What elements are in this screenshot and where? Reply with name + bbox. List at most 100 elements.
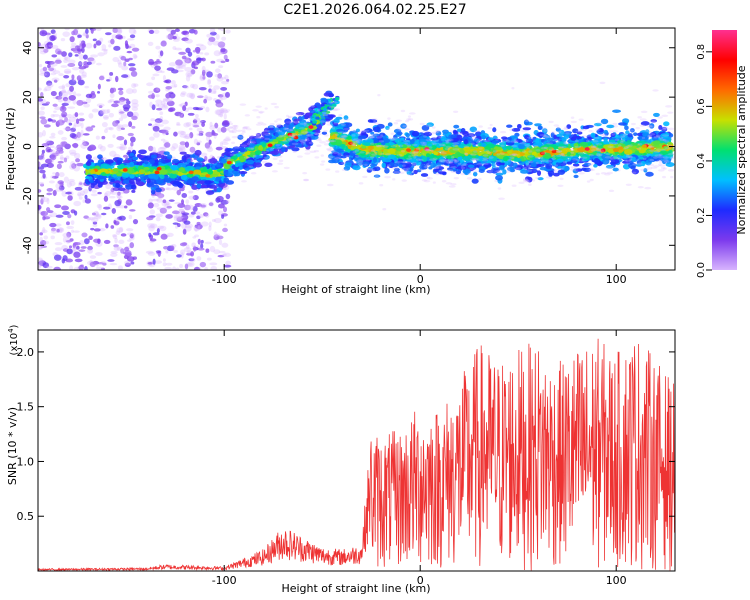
spectrogram-cell (129, 43, 136, 49)
spectrogram-cell (646, 139, 651, 143)
spectrogram-cell (539, 159, 546, 162)
spectrogram-cell (184, 204, 191, 211)
spectrogram-cell (396, 154, 403, 157)
spectrogram-cell (108, 44, 112, 48)
spectrogram-cell (297, 155, 303, 158)
spectrogram-cell (384, 167, 390, 174)
spectrogram-cell (199, 52, 204, 55)
spectrogram-cell (53, 79, 58, 83)
spectrogram-cell (372, 121, 377, 124)
spectrogram-cell (136, 161, 143, 166)
spectrogram-cell (633, 132, 638, 136)
spectrogram-cell (378, 140, 385, 143)
spectrogram-cell (312, 120, 317, 124)
spectrogram-cell (522, 167, 527, 170)
spectrogram-cell (440, 151, 447, 155)
spectrogram-cell (337, 124, 345, 128)
spectrogram-cell (226, 160, 232, 165)
spectrogram-cell (240, 133, 244, 136)
spectrogram-cell (241, 129, 246, 132)
spectrogram-cell (231, 126, 239, 130)
spectrogram-cell (159, 50, 164, 57)
spectrogram-cell (129, 174, 135, 179)
spectrogram-cell (193, 66, 198, 70)
spectrogram-cell (50, 235, 55, 240)
spectrogram-cell (309, 150, 317, 154)
spectrogram-cell (457, 132, 463, 135)
spectrogram-cell (647, 163, 655, 167)
spectrogram-cell (536, 170, 542, 176)
spectrogram-cell (210, 265, 218, 270)
spectrogram-cell (239, 156, 246, 163)
spectrogram-cell (443, 158, 450, 162)
spectrogram-cell (366, 168, 371, 171)
spectrogram-cell (174, 111, 182, 117)
spectrogram-cell (378, 150, 383, 156)
spectrogram-cell (605, 152, 611, 156)
spectrogram-cell (151, 76, 156, 81)
spectrogram-cell (593, 124, 597, 127)
spectrogram-cell (316, 139, 322, 142)
spectrogram-cell (212, 131, 216, 136)
spectrogram-cell (298, 139, 306, 142)
spectrogram-cell (54, 106, 62, 111)
spectrogram-cell (630, 165, 636, 170)
spectrogram-cell (275, 124, 281, 127)
spectrogram-cell (217, 94, 224, 98)
spectrogram-cell (168, 173, 178, 179)
spectrogram-cell (612, 147, 620, 153)
spectrogram-cell (325, 120, 333, 123)
spectrogram-cell (69, 132, 77, 139)
spectrogram-cell (345, 155, 350, 158)
spectrogram-cell (160, 233, 168, 240)
spectrogram-cell (98, 75, 105, 81)
spectrogram-cell (121, 172, 130, 178)
spectrogram-cell (432, 181, 436, 184)
spectrogram-cell (231, 124, 239, 128)
spectrogram-cell (436, 164, 441, 167)
spectrogram-cell (101, 122, 108, 128)
spectrogram-cell (352, 150, 357, 154)
spectrogram-cell (553, 169, 557, 172)
spectrogram-cell (97, 262, 104, 265)
spectrogram-cell (573, 174, 579, 179)
spectrogram-cell (187, 262, 193, 266)
spectrogram-cell (120, 127, 125, 130)
spectrogram-cell (438, 150, 445, 153)
spectrogram-cell (49, 145, 55, 149)
spectrogram-cell (97, 90, 101, 94)
spectrogram-cell (419, 122, 425, 126)
spectrogram-cell (173, 215, 178, 219)
spectrogram-cell (41, 229, 48, 234)
spectrogram-cell (172, 46, 177, 50)
spectrogram-cell (116, 125, 122, 132)
spectrogram-cell (155, 187, 162, 193)
spectrogram-cell (478, 125, 483, 128)
spectrogram-cell (76, 75, 82, 82)
spectrogram-cell (536, 163, 545, 168)
spectrogram-cell (79, 68, 85, 74)
spectrogram-cell (223, 264, 232, 268)
spectrogram-cell (242, 126, 248, 130)
spectrogram-cell (541, 151, 546, 155)
spectrogram-cell (74, 28, 79, 31)
spectrogram-cell (90, 169, 96, 174)
spectrogram-cell (442, 144, 446, 147)
spectrogram-cell (600, 118, 609, 125)
spectrogram-cell (213, 234, 220, 241)
spectrogram-cell (556, 150, 562, 153)
spectrogram-cell (421, 165, 428, 170)
spectrogram-cell (386, 127, 391, 131)
spectrogram-cell (59, 189, 64, 192)
spectrogram-cell (192, 106, 200, 111)
spectrogram-cell (382, 158, 392, 163)
spectrogram-cell (154, 60, 162, 64)
spectrogram-cell (409, 151, 416, 155)
spectrogram-cell (396, 127, 401, 130)
spectrogram-cell (220, 47, 226, 53)
spectrogram-cell (284, 118, 292, 125)
spectrogram-cell (128, 214, 133, 220)
spectrogram-cell (201, 152, 208, 157)
spectrogram-cell (110, 252, 118, 257)
spectrogram-cell (658, 136, 664, 140)
